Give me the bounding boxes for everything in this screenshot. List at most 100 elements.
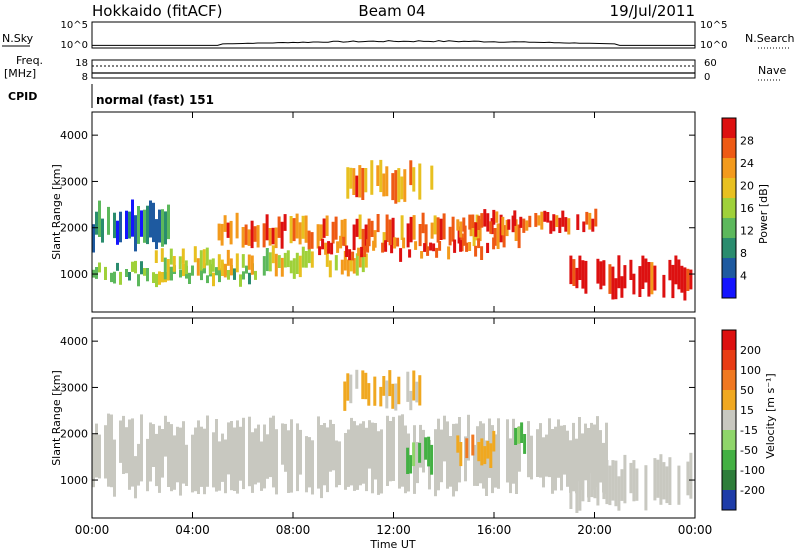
power-cell xyxy=(116,220,119,245)
velocity-cell xyxy=(545,434,548,477)
nave-label: Nave xyxy=(758,64,786,77)
velocity-cell xyxy=(397,376,401,405)
velocity-cell xyxy=(483,446,487,465)
power-cell xyxy=(376,165,380,186)
power-cell xyxy=(134,215,137,252)
velocity-cell xyxy=(686,461,690,496)
x-tick-label: 04:00 xyxy=(175,523,210,537)
velocity-cell xyxy=(218,441,221,491)
velocity-cell xyxy=(368,420,371,469)
power-cell xyxy=(92,224,95,253)
velocity-cell xyxy=(587,460,591,502)
velocity-cell xyxy=(401,414,404,487)
power-cell xyxy=(343,250,347,271)
power-cell xyxy=(328,260,332,278)
velocity-cell xyxy=(364,372,368,400)
velocity-cell xyxy=(418,442,422,463)
colorbar-segment xyxy=(722,370,736,391)
nsearch-tick-bottom: 10^0 xyxy=(700,40,727,51)
power-cell xyxy=(277,216,281,238)
y-tick-label: 2000 xyxy=(60,428,88,441)
power-cell xyxy=(191,265,194,276)
power-cell xyxy=(304,215,308,243)
power-cell xyxy=(596,258,600,284)
power-cell xyxy=(211,258,215,272)
velocity-cell xyxy=(95,423,98,478)
power-cell xyxy=(496,223,500,249)
velocity-cell xyxy=(605,460,609,505)
power-cell xyxy=(330,242,334,255)
power-cell xyxy=(301,215,305,239)
power-cell xyxy=(292,218,296,242)
power-cell xyxy=(298,255,302,278)
colorbar-tick-label: 12 xyxy=(740,225,754,238)
nsky-series-line xyxy=(92,40,695,46)
colorbar-tick-label: 20 xyxy=(740,180,754,193)
power-cell xyxy=(149,200,152,238)
power-cell xyxy=(396,237,400,247)
power-cell xyxy=(379,159,383,193)
velocity-cell xyxy=(443,415,446,462)
velocity-cell xyxy=(539,423,542,478)
velocity-cell xyxy=(632,460,636,502)
power-cell xyxy=(155,273,158,288)
power-cell xyxy=(143,209,146,243)
power-cell xyxy=(334,216,338,240)
power-cell xyxy=(644,258,648,283)
power-cell xyxy=(346,167,350,199)
power-cell xyxy=(602,260,606,286)
velocity-cell xyxy=(98,434,101,479)
power-cell xyxy=(537,215,541,226)
station-title: Hokkaido (fitACF) xyxy=(92,2,223,20)
power-cell xyxy=(229,258,233,276)
power-cell xyxy=(555,215,559,227)
power-cell xyxy=(154,250,158,263)
velocity-cell xyxy=(477,442,481,462)
velocity-cell xyxy=(203,428,206,495)
power-cell xyxy=(355,218,359,237)
velocity-cell xyxy=(527,421,530,478)
velocity-cell xyxy=(465,438,469,459)
y-tick-label: 4000 xyxy=(60,335,88,348)
power-cell xyxy=(218,268,221,283)
power-cell xyxy=(505,219,509,237)
velocity-cell xyxy=(155,433,158,487)
power-cell xyxy=(623,265,627,289)
power-cell xyxy=(316,224,320,249)
velocity-cell xyxy=(200,426,203,487)
velocity-cell xyxy=(392,416,395,481)
power-cell xyxy=(686,268,690,291)
velocity-cell xyxy=(343,381,347,411)
power-cell xyxy=(432,243,436,252)
power-cell xyxy=(178,256,182,270)
power-cell xyxy=(400,176,404,200)
velocity-cell xyxy=(617,476,621,511)
power-cell xyxy=(163,257,167,280)
power-cell xyxy=(295,252,299,274)
power-cell xyxy=(352,224,356,251)
power-cell xyxy=(131,199,134,237)
velocity-cell xyxy=(385,380,389,409)
velocity-cell xyxy=(113,439,116,497)
velocity-cell xyxy=(194,427,197,492)
power-cell xyxy=(582,221,586,233)
power-cell xyxy=(155,219,158,250)
y-tick-label: 1000 xyxy=(60,474,88,487)
power-cell xyxy=(254,270,257,280)
power-cell xyxy=(286,250,290,268)
power-cell xyxy=(244,224,248,245)
velocity-cell xyxy=(590,468,594,498)
power-cell xyxy=(274,227,278,249)
power-cell xyxy=(277,255,281,268)
power-cell xyxy=(409,160,413,186)
velocity-cell xyxy=(257,424,260,483)
velocity-cell xyxy=(452,423,455,497)
power-cell xyxy=(107,206,110,235)
velocity-cell xyxy=(518,426,521,472)
velocity-cell xyxy=(635,468,639,501)
power-cell xyxy=(226,222,230,238)
power-cell xyxy=(408,249,412,258)
power-cell xyxy=(181,248,185,264)
power-cell xyxy=(373,230,377,248)
